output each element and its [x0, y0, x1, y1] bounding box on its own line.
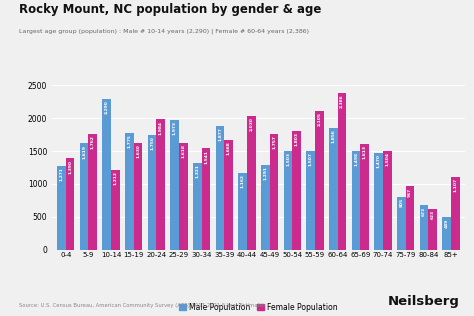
Bar [193, 163, 201, 250]
Bar [111, 170, 119, 250]
Bar [261, 165, 270, 250]
Bar [419, 205, 428, 250]
Bar [238, 173, 247, 250]
Text: 1,541: 1,541 [204, 150, 208, 164]
Bar [57, 166, 66, 250]
Text: 673: 673 [422, 207, 426, 216]
Text: Source: U.S. Census Bureau, American Community Survey (ACS) 2017-2021 5-Year Est: Source: U.S. Census Bureau, American Com… [19, 303, 266, 308]
Text: 489: 489 [445, 219, 448, 228]
Text: Rocky Mount, NC population by gender & age: Rocky Mount, NC population by gender & a… [19, 3, 321, 16]
Bar [102, 99, 111, 250]
Bar [397, 197, 406, 250]
Bar [80, 143, 88, 250]
Text: 1,162: 1,162 [241, 174, 245, 188]
Text: 2,030: 2,030 [249, 118, 253, 131]
Text: 1,271: 1,271 [59, 167, 64, 181]
Bar [171, 120, 179, 250]
Bar [148, 135, 156, 250]
Bar [216, 126, 224, 250]
Text: 1,984: 1,984 [159, 120, 163, 135]
Text: 1,668: 1,668 [227, 141, 231, 155]
Text: 623: 623 [430, 210, 435, 219]
Bar [247, 116, 255, 250]
Text: 1,750: 1,750 [150, 136, 154, 150]
Text: 1,321: 1,321 [195, 164, 200, 178]
Text: 1,856: 1,856 [331, 129, 335, 143]
Bar [284, 151, 292, 250]
Bar [88, 134, 97, 250]
Text: 1,775: 1,775 [128, 134, 131, 148]
Bar [306, 151, 315, 250]
Text: 1,291: 1,291 [264, 166, 267, 180]
Bar [451, 177, 459, 250]
Text: 1,973: 1,973 [173, 121, 177, 135]
Bar [66, 158, 74, 250]
Bar [406, 186, 414, 250]
Bar [442, 217, 451, 250]
Text: 2,105: 2,105 [317, 112, 321, 126]
Text: 1,212: 1,212 [113, 171, 118, 185]
Bar [292, 131, 301, 250]
Text: 1,618: 1,618 [182, 145, 185, 159]
Text: 1,507: 1,507 [309, 152, 313, 166]
Bar [134, 143, 142, 250]
Text: 1,803: 1,803 [295, 132, 299, 146]
Text: 1,107: 1,107 [453, 178, 457, 192]
Text: 2,290: 2,290 [105, 100, 109, 114]
Text: 1,503: 1,503 [286, 152, 290, 166]
Bar [156, 119, 165, 250]
Legend: Male Population, Female Population: Male Population, Female Population [175, 300, 341, 315]
Text: 1,470: 1,470 [377, 154, 381, 168]
Text: 1,757: 1,757 [272, 136, 276, 149]
Bar [428, 209, 437, 250]
Bar [125, 133, 134, 250]
Text: 1,504: 1,504 [385, 152, 389, 166]
Text: 1,762: 1,762 [91, 135, 95, 149]
Text: 805: 805 [399, 198, 403, 207]
Text: 967: 967 [408, 187, 412, 197]
Bar [383, 151, 392, 250]
Bar [360, 143, 369, 250]
Bar [224, 140, 233, 250]
Bar [315, 111, 324, 250]
Bar [329, 128, 337, 250]
Text: 1,877: 1,877 [218, 128, 222, 141]
Bar [352, 151, 360, 250]
Text: 2,386: 2,386 [340, 94, 344, 108]
Bar [337, 93, 346, 250]
Bar [179, 143, 188, 250]
Text: Neilsberg: Neilsberg [388, 295, 460, 308]
Bar [201, 148, 210, 250]
Bar [270, 134, 278, 250]
Bar [374, 153, 383, 250]
Text: 1,613: 1,613 [363, 145, 366, 159]
Text: Largest age group (population) : Male # 10-14 years (2,290) | Female # 60-64 yea: Largest age group (population) : Male # … [19, 28, 309, 34]
Text: 1,390: 1,390 [68, 160, 72, 173]
Text: 1,498: 1,498 [354, 153, 358, 167]
Text: 1,619: 1,619 [82, 144, 86, 159]
Text: 1,630: 1,630 [136, 144, 140, 158]
